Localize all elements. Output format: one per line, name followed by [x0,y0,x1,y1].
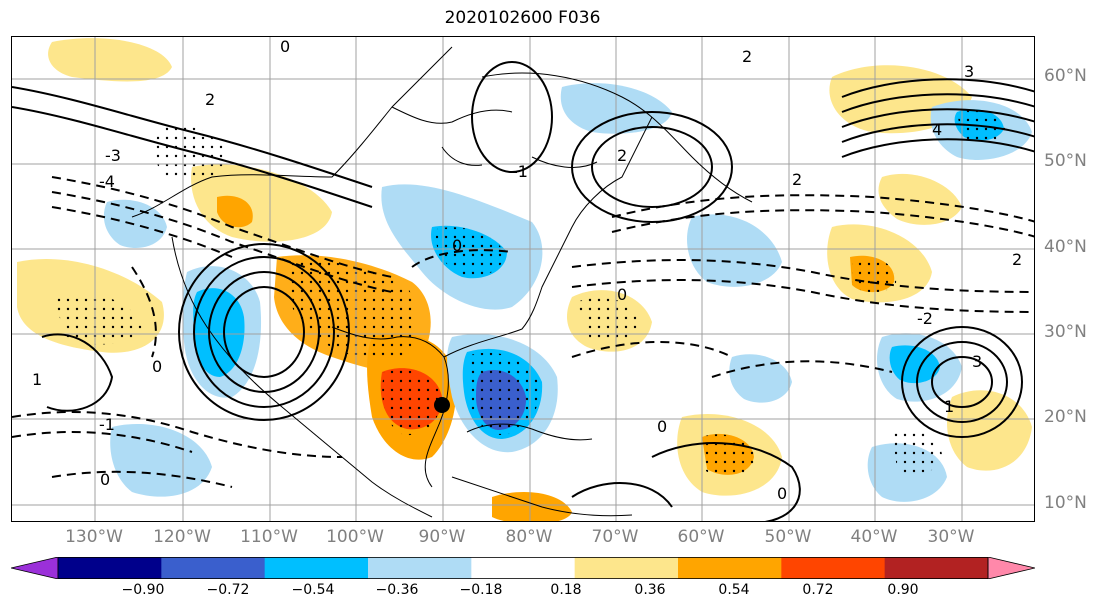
colorbar-extend-low [11,557,59,579]
lat-label-30n: 30°N [1044,322,1087,342]
contour-label: 4 [932,120,942,139]
lat-label-50n: 50°N [1044,151,1087,171]
dashed-contour-layer [12,176,1034,488]
positive-shade-west-atlantic [878,173,962,225]
lat-label-40n: 40°N [1044,237,1087,257]
negative-shade-northwest [103,199,167,248]
contour-label: -2 [917,309,933,328]
lon-label-30w: 30°W [927,527,975,547]
contour-label: 2 [792,170,802,189]
negative-shade-mid-atlantic [729,354,792,403]
colorbar-tick: 0.18 [550,582,582,598]
negative-shade-central-atlantic [687,214,782,287]
plot-title: 2020102600 F036 [444,8,601,28]
colorbar-segment [58,557,162,579]
colorbar-tick: −0.54 [291,582,335,598]
lon-label-120w: 120°W [153,527,211,547]
negative-shade-sw-us-core [193,288,245,377]
colorbar-segment [574,557,679,579]
map-panel: -4 -3 2 0 -1 2 2 3 4 3 1 2 -2 1 -1 0 0 0… [11,36,1035,522]
lon-label-40w: 40°W [850,527,898,547]
colorbar-tick: 0.36 [634,582,666,598]
lon-label-130w: 130°W [65,527,123,547]
contour-label: 0 [777,484,787,503]
contour-label: 0 [280,37,290,56]
colorbar-tick: 0.54 [718,582,750,598]
colorbar-segment [678,557,782,579]
graticule [12,37,1034,521]
negative-shade-pacific-south [110,423,212,497]
contour-label: 3 [964,62,974,81]
contour-label: -1 [99,415,115,434]
contour-label: -4 [99,172,115,191]
positive-shade-northwest [48,38,172,82]
lon-label-110w: 110°W [240,527,298,547]
contour-label: 3 [972,352,982,371]
positive-shade-south [492,492,572,521]
contour-label: 2 [205,90,215,109]
colorbar-tick: −0.18 [459,582,503,598]
lat-label-10n: 10°N [1044,493,1087,513]
colorbar-tick: 0.90 [887,582,919,598]
stipple-layer [52,109,1006,479]
colorbar-extend-high [987,557,1035,579]
lat-label-20n: 20°N [1044,407,1087,427]
colorbar-segment [781,557,886,579]
lat-label-60n: 60°N [1044,66,1087,86]
lon-label-80w: 80°W [505,527,553,547]
contour-label: 0 [152,357,162,376]
positive-shade-northwest-land [191,164,332,242]
contour-label: 2 [617,146,627,165]
contour-label: 0 [452,236,462,255]
contour-label: 1 [944,397,954,416]
colorbar-segment [884,557,989,579]
contour-label: 2 [1012,250,1022,269]
map-svg: -4 -3 2 0 -1 2 2 3 4 3 1 2 -2 1 -1 0 0 0… [12,37,1034,521]
contour-label: 0 [657,417,667,436]
colorbar-tick: −0.36 [375,582,419,598]
colorbar-segment [471,557,576,579]
contour-label: 0 [617,285,627,304]
lon-label-60w: 60°W [677,527,725,547]
colorbar-tick: −0.72 [206,582,250,598]
positive-shade-northwest-orange [217,195,253,228]
contour-label: 1 [32,370,42,389]
coastlines [131,46,753,518]
contour-layer [12,61,1034,521]
colorbar-segment [368,557,472,579]
colorbar-outline [57,557,989,579]
contour-label: 0 [100,470,110,489]
lon-label-50w: 50°W [764,527,812,547]
contour-label: 2 [742,47,752,66]
lon-label-100w: 100°W [326,527,384,547]
colorbar-segments [11,557,1035,579]
colorbar [11,557,1035,579]
colorbar-segment [264,557,369,579]
lon-label-90w: 90°W [418,527,466,547]
colorbar-segment [161,557,266,579]
contour-labels: -4 -3 2 0 -1 2 2 3 4 3 1 2 -2 1 -1 0 0 0… [32,37,1022,503]
storm-center-dot [434,397,450,413]
contour-label: -3 [105,146,121,165]
colorbar-tick: −0.90 [121,582,165,598]
contour-label: -1 [512,162,528,181]
colorbar-tick: 0.72 [802,582,834,598]
lon-label-70w: 70°W [591,527,639,547]
